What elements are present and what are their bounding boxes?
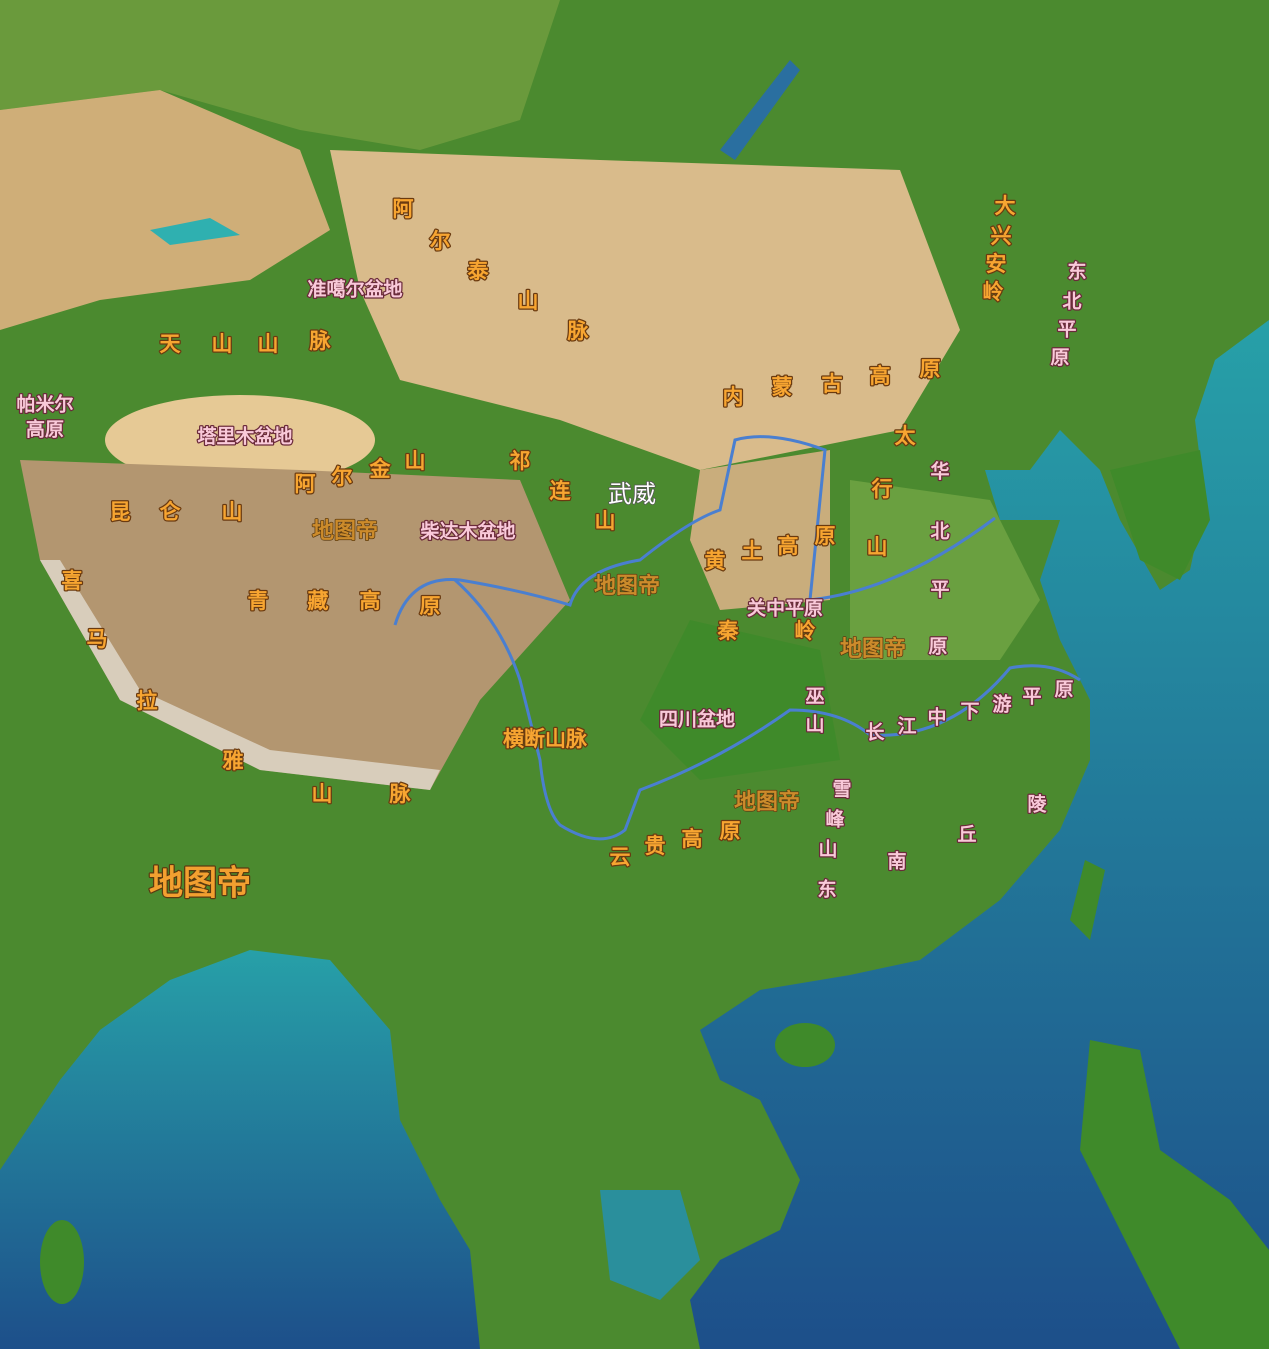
bay-of-bengal bbox=[0, 950, 480, 1349]
gobi bbox=[330, 150, 960, 470]
place-label: 关中平原 bbox=[747, 597, 823, 620]
place-label: 昆仑山 bbox=[110, 500, 243, 524]
kazakh-desert bbox=[0, 90, 330, 330]
place-label: 地图帝 bbox=[594, 573, 660, 599]
baikal bbox=[720, 60, 800, 160]
tarim-basin bbox=[105, 395, 375, 485]
place-label: 柴达木盆地 bbox=[419, 520, 515, 543]
loess bbox=[690, 450, 830, 610]
place-label: 帕米尔 bbox=[16, 393, 73, 416]
hainan bbox=[775, 1023, 835, 1067]
place-label: 横断山脉 bbox=[503, 727, 588, 751]
place-label: 高原 bbox=[26, 418, 64, 441]
place-label: 地图帝 bbox=[840, 636, 906, 662]
steppe bbox=[0, 0, 560, 150]
place-label: 四川盆地 bbox=[659, 708, 735, 731]
snow bbox=[40, 560, 440, 790]
north-china-plain bbox=[850, 480, 1040, 660]
gulf-of-thailand bbox=[600, 1190, 700, 1300]
place-label: 地图帝 bbox=[312, 518, 378, 544]
yellow-river bbox=[393, 435, 996, 626]
place-label: 武威 bbox=[608, 480, 656, 508]
taiwan bbox=[1070, 860, 1105, 940]
place-label: 地图帝 bbox=[734, 789, 800, 815]
philippines bbox=[1080, 1040, 1269, 1349]
place-label: 塔里木盆地 bbox=[197, 425, 292, 448]
korea bbox=[1110, 450, 1210, 580]
place-label: 地图帝 bbox=[149, 864, 251, 904]
balkhash bbox=[150, 218, 240, 245]
yangtze bbox=[454, 578, 1081, 841]
place-label: 准噶尔盆地 bbox=[307, 278, 402, 301]
sichuan bbox=[640, 620, 840, 780]
sri-lanka bbox=[40, 1220, 84, 1304]
